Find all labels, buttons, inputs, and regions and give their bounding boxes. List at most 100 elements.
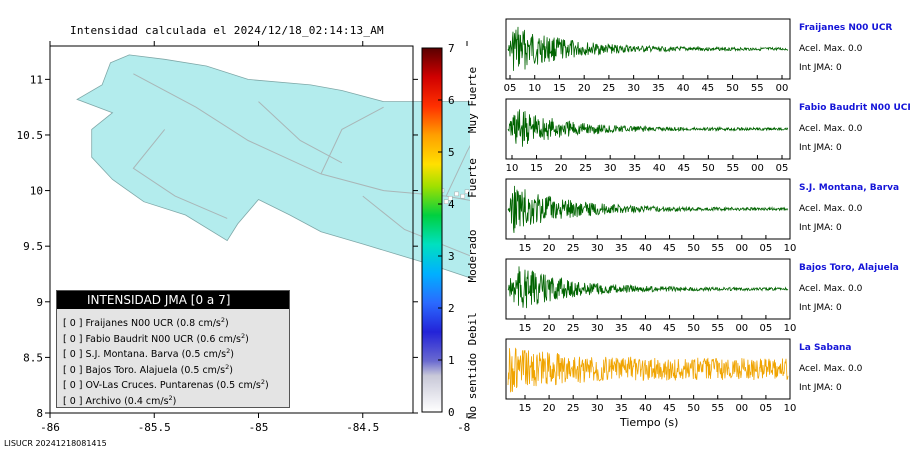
waveform-tick-label: 10	[784, 403, 797, 414]
colorbar-tick-label: 5	[448, 146, 455, 159]
legend-item-close: )	[225, 318, 229, 330]
waveform-tick-label: 35	[615, 403, 628, 414]
legend-item: [ 0 ] S.J. Montana. Barva (0.5 cm/s2)	[63, 344, 289, 360]
waveform-tick-label: 40	[639, 323, 652, 334]
map-road	[445, 145, 470, 197]
legend-item-close: )	[245, 333, 249, 345]
colorbar-tick-label: 1	[448, 354, 455, 367]
lon-tick-label: -85.5	[138, 421, 171, 434]
waveform-tick-label: 40	[677, 83, 690, 94]
waveform-tick-label: 15	[553, 83, 566, 94]
waveform-tick-label: 00	[735, 403, 748, 414]
waveform-tick-label: 05	[760, 403, 773, 414]
station-accel-max: Acel. Max. 0.0	[799, 204, 863, 214]
waveform-tick-label: 35	[615, 243, 628, 254]
lat-tick-label: 8.5	[23, 351, 43, 364]
legend-list: [ 0 ] Fraijanes N00 UCR (0.8 cm/s2)[ 0 ]…	[57, 309, 289, 407]
lat-tick-label: 9	[36, 296, 43, 309]
waveform-tick-label: 30	[591, 323, 604, 334]
waveform-tick-label: 00	[735, 323, 748, 334]
waveform-panels: 05 10 15 20 25 30 35 40 45 50 55 00 10 15 20 25 30 35 40 45…	[504, 18, 797, 414]
waveform-tick-label: 55	[751, 83, 764, 94]
waveform-tick-label: 45	[701, 83, 714, 94]
waveform-tick-label: 15	[530, 163, 543, 174]
legend-item-unit-exponent: 2	[260, 378, 266, 386]
station-accel-max: Acel. Max. 0.0	[799, 284, 863, 294]
waveform-tick-label: 20	[543, 403, 556, 414]
waveform-tick-label: 30	[591, 243, 604, 254]
colorbar-category-label: No sentido	[466, 353, 479, 419]
colorbar-category-label: Fuerte	[466, 158, 479, 198]
waveform-tick-label: 00	[735, 243, 748, 254]
waveform-tick-label: 55	[711, 403, 724, 414]
waveform-tick-label: 50	[687, 403, 700, 414]
waveform-tick-label: 50	[702, 163, 715, 174]
waveform-tick-label: 15	[519, 323, 532, 334]
waveform-trace	[507, 266, 789, 309]
legend-item-text: S.J. Montana. Barva (0.5 cm/s	[85, 349, 227, 361]
lat-tick-label: 9.5	[23, 240, 43, 253]
lon-tick-label: -84	[457, 421, 470, 434]
intensity-colorbar: 0 1 2 3 4 5 6 7 No sentido Debil Moderado Fuerte Muy…	[421, 42, 479, 419]
legend-item-level: [ 0 ]	[63, 395, 86, 407]
waveform-tick-label: 50	[687, 323, 700, 334]
waveform-tick-label: 20	[543, 243, 556, 254]
waveform-tick-label: 25	[567, 323, 580, 334]
colorbar-tick-label: 7	[448, 42, 455, 55]
colorbar-tick-label: 0	[448, 406, 455, 419]
station-name: Bajos Toro, Alajuela	[799, 263, 899, 273]
station-name: La Sabana	[799, 343, 852, 353]
legend-item-text: Archivo (0.4 cm/s	[85, 395, 169, 407]
station-jma-intensity: Int JMA: 0	[799, 223, 842, 233]
waveform-tick-label: 55	[711, 243, 724, 254]
waveform-tick-label: 30	[627, 83, 640, 94]
legend-item-level: [ 0 ]	[63, 333, 86, 345]
lat-tick-label: 10.5	[17, 129, 44, 142]
waveform-tick-label: 45	[677, 163, 690, 174]
colorbar-category-label: Moderado	[466, 230, 479, 283]
waveform-tick-label: 30	[591, 403, 604, 414]
station-name: Fabio Baudrit N00 UCR	[799, 103, 910, 113]
legend-item-close: )	[229, 364, 233, 376]
waveform-tick-label: 00	[776, 83, 789, 94]
map-town-marker	[443, 199, 449, 204]
waveform-tick-label: 05	[760, 243, 773, 254]
lat-tick-label: 10	[30, 185, 43, 198]
legend-item: [ 0 ] OV-Las Cruces. Puntarenas (0.5 cm/…	[63, 375, 289, 391]
waveform-tick-label: 30	[604, 163, 617, 174]
legend-item-close: )	[172, 395, 177, 407]
legend-item-text: Bajos Toro. Alajuela (0.5 cm/s	[85, 364, 226, 376]
lon-tick-label: -84.5	[346, 421, 379, 434]
station-name: Fraijanes N00 UCR	[799, 23, 893, 33]
map-road	[133, 73, 470, 201]
map-town-marker	[460, 193, 466, 199]
waveform-tick-label: 05	[776, 163, 789, 174]
waveform-tick-label: 40	[639, 243, 652, 254]
legend-item-text: Fabio Baudrit N00 UCR (0.6 cm/s	[85, 333, 242, 345]
station-name: S.J. Montana, Barva	[799, 183, 900, 193]
waveform-tick-label: 20	[578, 83, 591, 94]
station-jma-intensity: Int JMA: 0	[799, 63, 842, 73]
waveform-tick-label: 10	[784, 323, 797, 334]
colorbar-category-label: Debil	[466, 312, 479, 345]
legend-item-text: OV-Las Cruces. Puntarenas (0.5 cm/s	[85, 380, 261, 392]
waveform-tick-label: 05	[760, 323, 773, 334]
waveform-tick-label: 25	[567, 403, 580, 414]
lat-tick-label: 8	[36, 407, 43, 420]
legend-item: [ 0 ] Archivo (0.4 cm/s2)	[63, 391, 289, 407]
legend-item-level: [ 0 ]	[63, 349, 86, 361]
map-town-marker	[448, 196, 453, 201]
waveform-tick-label: 10	[506, 163, 519, 174]
x-axis-label: Tiempo (s)	[620, 416, 679, 429]
map-road	[258, 101, 343, 164]
station-accel-max: Acel. Max. 0.0	[799, 124, 863, 134]
map-road	[362, 195, 470, 257]
legend-item-unit-exponent: 2	[220, 316, 225, 324]
waveform-tick-label: 20	[555, 163, 568, 174]
waveform-trace	[507, 185, 789, 233]
waveform-trace	[507, 347, 789, 393]
map-border	[49, 45, 414, 414]
waveform-trace	[507, 109, 788, 147]
legend-item: [ 0 ] Fabio Baudrit N00 UCR (0.6 cm/s2)	[63, 329, 289, 345]
waveform-tick-label: 25	[579, 163, 592, 174]
